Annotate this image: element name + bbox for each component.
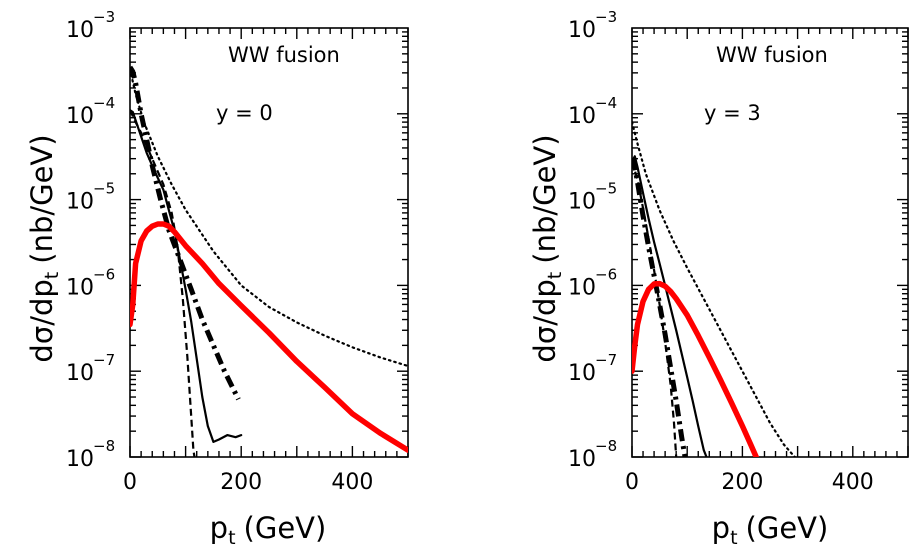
y-tick-label-exponent: −8 xyxy=(595,437,617,455)
series-line-solid-thick xyxy=(632,280,759,457)
y-axis-title-main: dσ/dp xyxy=(25,279,59,362)
x-axis-title-sub: t xyxy=(228,527,235,549)
y-tick-label-exponent: −6 xyxy=(93,265,115,283)
x-tick-label: 400 xyxy=(331,470,373,495)
y-axis-title-unit: (nb/GeV) xyxy=(528,134,562,263)
x-tick-label: 200 xyxy=(220,470,262,495)
x-tick-label: 0 xyxy=(123,470,137,495)
series-line-dotted xyxy=(632,121,796,457)
annotation-rapidity: y = 3 xyxy=(704,101,761,125)
y-tick-label-base: 10 xyxy=(66,18,94,43)
y-axis-title-sub: t xyxy=(544,272,566,279)
y-axis-title-unit: (nb/GeV) xyxy=(25,134,59,263)
y-tick-label-exponent: −3 xyxy=(93,8,115,26)
x-axis-title-unit: (GeV) xyxy=(244,511,327,545)
series-line-solid-thick xyxy=(130,221,408,453)
y-tick-label-exponent: −8 xyxy=(93,437,115,455)
series-line-solid xyxy=(130,109,243,443)
annotation-rapidity: y = 0 xyxy=(216,101,273,125)
y-tick-label-exponent: −5 xyxy=(595,180,617,198)
x-axis-title: pt (GeV) xyxy=(712,511,829,549)
x-axis-title-main: p xyxy=(712,511,730,545)
series-line-dashdot xyxy=(130,65,241,401)
y-axis-title-main: dσ/dp xyxy=(528,279,562,362)
annotation-process: WW fusion xyxy=(716,43,828,67)
y-tick-label-base: 10 xyxy=(568,104,596,129)
y-tick-label-exponent: −7 xyxy=(595,351,617,369)
series-line-solid xyxy=(632,155,708,457)
y-tick-label-base: 10 xyxy=(66,104,94,129)
x-tick-label: 0 xyxy=(625,470,639,495)
y-tick-label-exponent: −5 xyxy=(93,180,115,198)
y-tick-label-base: 10 xyxy=(568,18,596,43)
y-tick-label-exponent: −7 xyxy=(93,351,115,369)
y-tick-label-exponent: −3 xyxy=(595,8,617,26)
y-tick-label-base: 10 xyxy=(568,361,596,386)
x-axis-title: pt (GeV) xyxy=(210,511,327,549)
y-tick-label-base: 10 xyxy=(568,275,596,300)
annotation-process: WW fusion xyxy=(228,43,340,67)
y-tick-label-base: 10 xyxy=(66,361,94,386)
y-tick-label-base: 10 xyxy=(66,275,94,300)
y-tick-label-base: 10 xyxy=(66,447,94,472)
series-line-dashed xyxy=(632,160,678,457)
y-tick-label-exponent: −4 xyxy=(595,94,617,112)
x-axis-title-sub: t xyxy=(730,527,737,549)
y-axis-title: dσ/dpt (nb/GeV) xyxy=(528,134,566,362)
series-line-dotted xyxy=(130,68,408,368)
y-tick-label-base: 10 xyxy=(568,190,596,215)
y-axis-title-sub: t xyxy=(41,272,63,279)
y-tick-label-exponent: −4 xyxy=(93,94,115,112)
series-group xyxy=(632,121,796,457)
y-tick-label-base: 10 xyxy=(66,190,94,215)
y-axis-title: dσ/dpt (nb/GeV) xyxy=(25,134,63,362)
y-tick-label-base: 10 xyxy=(568,447,596,472)
x-axis-title-main: p xyxy=(210,511,228,545)
series-group xyxy=(130,65,408,457)
y-tick-label-exponent: −6 xyxy=(595,265,617,283)
plot-frame xyxy=(631,27,909,458)
x-tick-label: 200 xyxy=(721,470,763,495)
series-line-dashdot xyxy=(632,157,688,457)
x-tick-label: 400 xyxy=(832,470,874,495)
plot-frame xyxy=(129,27,409,458)
x-axis-title-unit: (GeV) xyxy=(746,511,829,545)
